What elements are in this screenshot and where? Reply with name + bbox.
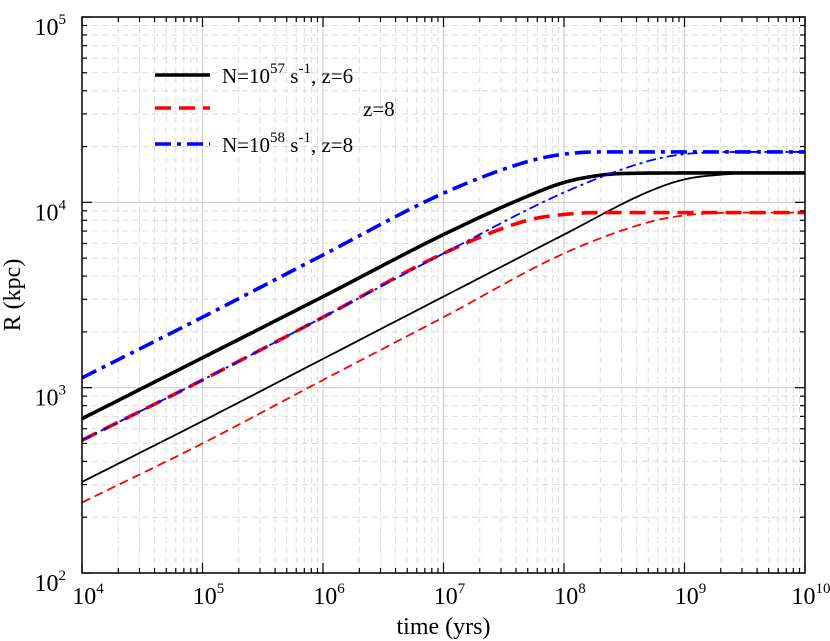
y-tick-labels: 102 103 104 105 bbox=[35, 12, 67, 597]
x-tick-label: 107 bbox=[434, 581, 466, 610]
legend-label: N=1057 s-1, z=6 bbox=[222, 61, 353, 88]
y-tick-label: 102 bbox=[35, 568, 67, 597]
series-layer bbox=[81, 150, 805, 504]
series-line bbox=[81, 151, 805, 442]
x-tick-label: 108 bbox=[554, 581, 586, 610]
ticks bbox=[81, 16, 806, 574]
series-line bbox=[81, 210, 805, 442]
x-tick-labels: 104 105 106 107 108 109 1010 bbox=[72, 581, 830, 610]
x-tick-label: 106 bbox=[313, 581, 345, 610]
x-axis-label: time (yrs) bbox=[397, 614, 491, 640]
x-tick-label: 1010 bbox=[792, 581, 830, 610]
legend-label: z=8 bbox=[363, 97, 395, 121]
y-tick-label: 104 bbox=[35, 197, 67, 226]
legend-label: N=1058 s-1, z=8 bbox=[222, 130, 353, 157]
y-tick-label: 103 bbox=[35, 383, 67, 412]
series-line bbox=[81, 171, 805, 421]
y-axis-label: R (kpc) bbox=[0, 259, 26, 332]
x-tick-label: 105 bbox=[193, 581, 225, 610]
x-tick-label: 109 bbox=[675, 581, 707, 610]
legend: N=1057 s-1, z=6 z=8 N=1058 s-1, z=8 bbox=[155, 61, 395, 157]
series-line bbox=[81, 211, 805, 504]
x-tick-label: 104 bbox=[72, 581, 104, 610]
grid bbox=[82, 17, 805, 573]
y-tick-label: 105 bbox=[35, 12, 67, 41]
